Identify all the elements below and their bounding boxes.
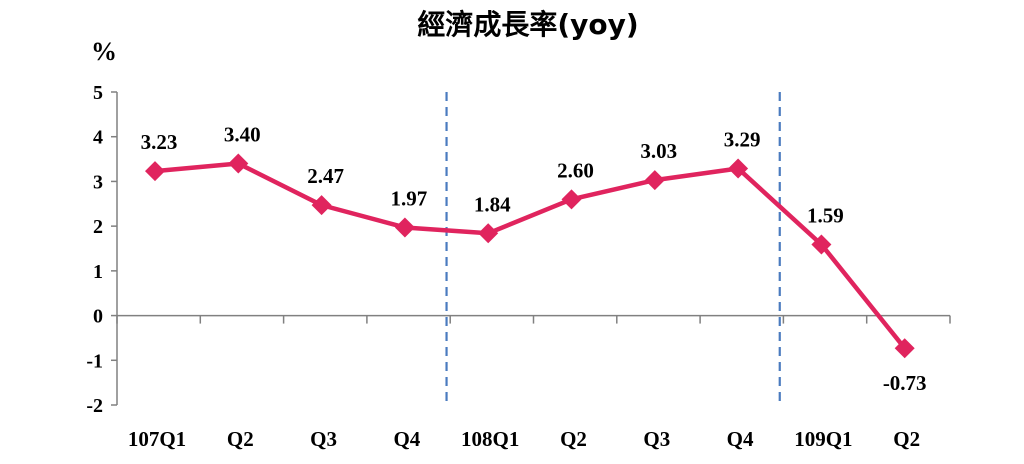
y-tick-label: -1 [86,350,103,372]
data-point-marker [644,170,665,191]
y-tick-label: 2 [93,216,103,238]
data-point-marker [811,234,832,255]
x-tick-label: Q3 [310,427,337,451]
x-tick-label: Q3 [643,427,670,451]
x-tick-label: Q2 [227,427,254,451]
x-tick-label: Q2 [560,427,587,451]
data-label: -0.73 [883,371,927,395]
y-tick-label: -2 [86,395,103,417]
data-label: 1.97 [391,186,428,210]
x-tick-label: 109Q1 [794,427,852,451]
data-point-marker [145,161,165,182]
data-label: 3.23 [141,130,178,154]
data-point-marker [561,189,582,210]
data-label: 3.40 [224,123,261,147]
x-tick-labels: 107Q1 Q2 Q3 Q4 108Q1 Q2 Q3 Q4 109Q1 Q2 [128,427,920,451]
axes [111,91,951,406]
chart-title: 經濟成長率(yoy) [417,8,638,41]
data-label: 3.03 [640,139,677,163]
data-label: 1.59 [807,203,844,227]
data-point-marker [228,153,249,174]
year-dividers [445,92,781,405]
y-axis-unit: % [91,37,117,66]
data-markers [145,153,915,359]
data-point-marker [478,223,499,244]
y-tick-label: 5 [93,82,103,104]
x-tick-label: 107Q1 [128,427,186,451]
x-tick-label: Q2 [893,427,920,451]
data-label: 2.60 [557,158,594,182]
y-tick-label: 1 [93,261,103,283]
y-tick-label: 0 [93,306,103,328]
x-tick-label: 108Q1 [461,427,519,451]
data-point-marker [311,195,332,216]
data-label: 3.29 [724,127,761,151]
y-tick-labels: 5 4 3 2 1 0 -1 -2 [86,82,103,417]
y-tick-label: 4 [93,127,103,149]
x-tick-label: Q4 [393,427,420,451]
series-polyline [154,161,907,350]
y-tick-label: 3 [93,171,103,193]
data-labels: 3.23 3.40 2.47 1.97 1.84 2.60 3.03 3.29 1.59 -0.7… [141,123,927,396]
data-label: 1.84 [474,192,511,216]
series-line [154,161,907,350]
data-label: 2.47 [307,164,344,188]
data-point-marker [728,158,749,179]
data-point-marker [394,217,415,238]
x-tick-label: Q4 [727,427,754,451]
data-point-marker [894,338,915,359]
